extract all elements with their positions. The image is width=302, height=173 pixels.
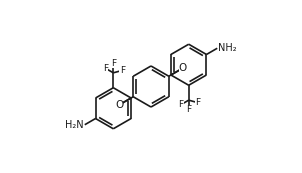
Text: NH₂: NH₂	[218, 43, 237, 53]
Text: F: F	[178, 100, 183, 109]
Text: F: F	[120, 66, 125, 75]
Text: F: F	[195, 98, 200, 107]
Text: F: F	[103, 64, 108, 73]
Text: F: F	[111, 59, 116, 68]
Text: O: O	[179, 63, 187, 73]
Text: H₂N: H₂N	[65, 120, 84, 130]
Text: O: O	[115, 100, 123, 110]
Text: F: F	[186, 105, 191, 114]
